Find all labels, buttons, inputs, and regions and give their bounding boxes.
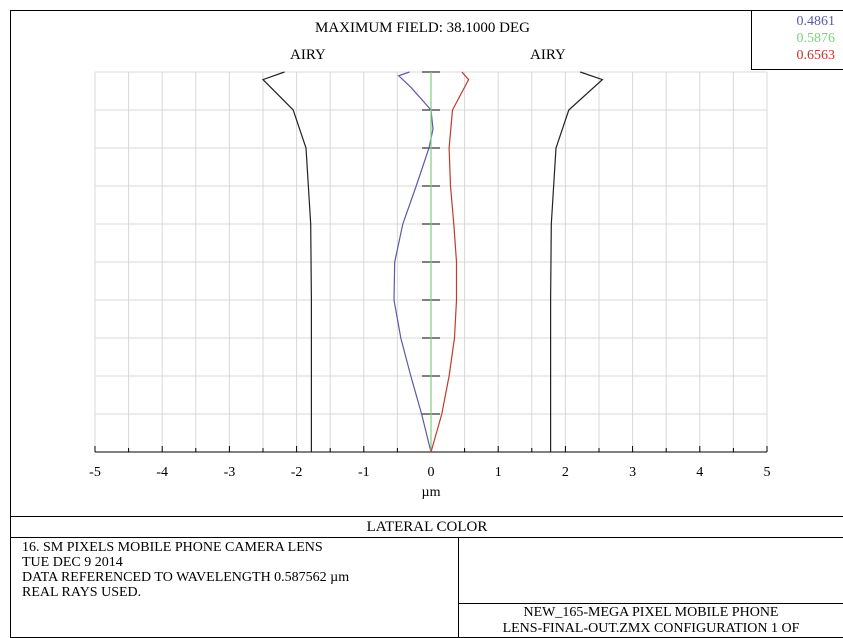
x-tick-label: -3 xyxy=(224,465,236,480)
info-line-3: DATA REFERENCED TO WAVELENGTH 0.587562 µ… xyxy=(22,570,350,585)
file-info: NEW_165-MEGA PIXEL MOBILE PHONE LENS-FIN… xyxy=(458,605,843,637)
info-line-1: 16. SM PIXELS MOBILE PHONE CAMERA LENS xyxy=(22,540,323,555)
series-line-5 xyxy=(550,71,604,452)
legend-entry-red: 0.6563 xyxy=(796,48,836,63)
x-tick-label: -5 xyxy=(89,465,101,480)
legend-entry-green: 0.5876 xyxy=(796,31,836,46)
chart-title: MAXIMUM FIELD: 38.1000 DEG xyxy=(315,20,530,36)
x-tick-label: 1 xyxy=(495,465,502,480)
x-tick-label: 3 xyxy=(629,465,636,480)
info-divider xyxy=(458,538,459,638)
x-tick-label: 4 xyxy=(696,465,703,480)
lens-info: 16. SM PIXELS MOBILE PHONE CAMERA LENS T… xyxy=(22,540,349,600)
legend-entry-blue: 0.4861 xyxy=(796,14,836,29)
airy-label-right: AIRY xyxy=(530,47,566,63)
footer-title: LATERAL COLOR xyxy=(10,516,843,538)
airy-label-left: AIRY xyxy=(290,47,326,63)
file-line-1: NEW_165-MEGA PIXEL MOBILE PHONE xyxy=(523,605,779,620)
series-line-3 xyxy=(430,71,470,453)
series-line-1 xyxy=(393,71,434,453)
x-tick-label: 0 xyxy=(428,465,435,480)
series-line-4 xyxy=(261,71,312,452)
x-tick-label: 5 xyxy=(764,465,771,480)
info-line-2: TUE DEC 9 2014 xyxy=(22,555,123,570)
x-tick-label: -2 xyxy=(291,465,303,480)
info-line-4: REAL RAYS USED. xyxy=(22,585,142,600)
x-tick-label: -4 xyxy=(156,465,168,480)
x-tick-label: -1 xyxy=(358,465,370,480)
x-tick-label: 2 xyxy=(562,465,569,480)
info-right-divider xyxy=(458,603,843,604)
wavelength-legend: 0.4861 0.5876 0.6563 xyxy=(751,10,843,70)
file-line-2: LENS-FINAL-OUT.ZMX CONFIGURATION 1 OF xyxy=(502,621,800,636)
x-axis-label: µm xyxy=(422,485,441,500)
